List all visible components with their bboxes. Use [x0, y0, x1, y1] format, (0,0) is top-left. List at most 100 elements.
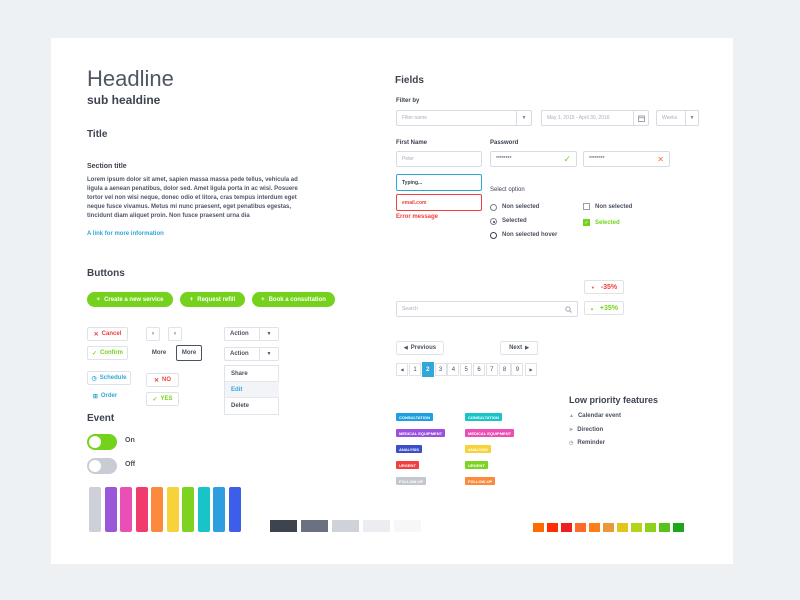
tag-analysis: ANALYSIS [396, 445, 422, 453]
page-9-button[interactable]: 9 [511, 363, 524, 376]
previous-button[interactable]: ◀ Previous [396, 341, 444, 355]
cart-icon: ⊞ [92, 393, 98, 400]
toggle-knob [89, 436, 101, 448]
toggle-on-label: On [125, 437, 135, 444]
tag-consultation: CONSULTATION [465, 413, 502, 421]
password-invalid-input[interactable]: ******** ✕ [583, 151, 670, 167]
color-swatch [332, 520, 359, 532]
color-swatch [363, 520, 390, 532]
color-swatch [213, 487, 225, 532]
more-button-plain[interactable]: More [146, 346, 172, 360]
date-range-picker[interactable]: May 1, 2015 - April 30, 2016 [541, 110, 649, 126]
checkbox-non-selected[interactable] [583, 203, 590, 210]
tag-urgent: URGENT [465, 461, 488, 469]
typing-input[interactable]: Typing... [396, 174, 482, 191]
first-name-input[interactable]: Peter [396, 151, 482, 167]
schedule-label: Schedule [99, 375, 127, 381]
period-select[interactable]: Weeks ▼ [656, 110, 699, 126]
page-1-button[interactable]: 1 [409, 363, 421, 376]
filter-select[interactable]: Filter name ▼ [396, 110, 532, 126]
toggle-off[interactable] [87, 458, 117, 474]
color-swatch [603, 523, 614, 532]
color-swatch [104, 487, 117, 532]
caret-left-icon: ◀ [400, 367, 404, 372]
page-8-button[interactable]: 8 [498, 363, 511, 376]
password-label: Password [490, 140, 519, 146]
toggle-on[interactable] [87, 434, 117, 450]
page-7-button[interactable]: 7 [485, 363, 498, 376]
color-swatch [197, 487, 210, 532]
caret-right-icon: ▶ [525, 345, 529, 351]
chevron-right-icon: › [152, 331, 154, 337]
confirm-button[interactable]: ✓ Confirm [87, 346, 128, 360]
yes-button[interactable]: ✓ YES [146, 392, 179, 406]
headline: Headline [87, 66, 174, 91]
radio-label-hover: Non selected hover [502, 232, 558, 238]
page-2-button[interactable]: 2 [421, 362, 434, 377]
schedule-button[interactable]: ◷ Schedule [87, 371, 131, 385]
page-next-arrow[interactable]: ▶ [525, 363, 537, 376]
next-arrow-button[interactable]: › [146, 327, 160, 341]
password-valid-input[interactable]: ******** ✓ [490, 151, 577, 167]
stat-up-value: +35% [599, 304, 619, 312]
next-button[interactable]: Next ▶ [500, 341, 538, 355]
radio-dot [492, 220, 495, 223]
no-button[interactable]: ✕ NO [146, 373, 179, 387]
page-5-button[interactable]: 5 [460, 363, 473, 376]
plus-icon: + [261, 296, 265, 303]
page-4-button[interactable]: 4 [447, 363, 460, 376]
request-refill-label: Request refill [197, 296, 236, 303]
page-prev-arrow[interactable]: ◀ [396, 363, 408, 376]
more-button-focused[interactable]: More [176, 345, 202, 361]
caret-down-icon: ▼ [259, 328, 278, 340]
menu-item-share[interactable]: Share [225, 366, 279, 382]
radio-non-selected[interactable] [490, 204, 497, 211]
stat-down-value: -35% [600, 283, 618, 291]
menu-item-edit[interactable]: Edit [225, 382, 279, 398]
action-label-2: Action [230, 351, 249, 357]
feature-reminder[interactable]: ◷ Reminder [569, 440, 605, 446]
search-input[interactable]: Search [396, 301, 578, 317]
more-label-plain: More [151, 350, 167, 356]
color-swatch [89, 487, 101, 532]
create-service-label: Create a new service [104, 296, 164, 303]
color-swatch [575, 523, 586, 532]
color-swatch [659, 523, 670, 532]
action-dropdown-2[interactable]: Action ▼ [224, 347, 279, 361]
order-button[interactable]: ⊞ Order [87, 389, 123, 403]
page-3-button[interactable]: 3 [434, 363, 447, 376]
book-consultation-label: Book a consultation [268, 296, 326, 303]
page-6-button[interactable]: 6 [473, 363, 485, 376]
action-dropdown-1[interactable]: Action ▼ [224, 327, 279, 341]
cancel-button[interactable]: ✕ Cancel [87, 327, 128, 341]
radio-selected[interactable] [490, 218, 497, 225]
color-swatch [589, 523, 600, 532]
title-text: Title [87, 129, 108, 140]
feature-direction[interactable]: ➤ Direction [569, 427, 603, 433]
chevron-left-icon: ‹ [174, 331, 176, 337]
menu-item-delete[interactable]: Delete [231, 403, 250, 409]
color-swatch [270, 520, 297, 532]
request-refill-button[interactable]: + Request refill [180, 292, 245, 307]
yes-label: YES [160, 396, 173, 402]
book-consultation-button[interactable]: + Book a consultation [252, 292, 335, 307]
direction-icon: ➤ [569, 427, 574, 433]
stat-up-badge: ▲ +35% [584, 301, 624, 315]
check-icon: ✓ [584, 219, 589, 226]
stat-down-badge: ▼ -35% [584, 280, 624, 294]
feature-calendar-event[interactable]: ▲ Calendar event [569, 413, 621, 419]
clock-icon: ◷ [569, 440, 574, 446]
color-swatch [673, 523, 684, 532]
cancel-label: Cancel [101, 331, 122, 337]
radio-label-non-selected: Non selected [502, 204, 540, 210]
email-input-error[interactable]: email.com [396, 194, 482, 211]
prev-arrow-button[interactable]: ‹ [168, 327, 182, 341]
fields-title: Fields [395, 75, 424, 86]
email-value: email.com [402, 199, 427, 206]
create-service-button[interactable]: + Create a new service [87, 292, 173, 307]
radio-hover[interactable] [490, 232, 497, 239]
more-info-link[interactable]: A link for more information [87, 231, 164, 237]
checkbox-selected[interactable]: ✓ [583, 219, 590, 226]
calendar-icon [633, 111, 648, 125]
color-swatch [151, 487, 163, 532]
